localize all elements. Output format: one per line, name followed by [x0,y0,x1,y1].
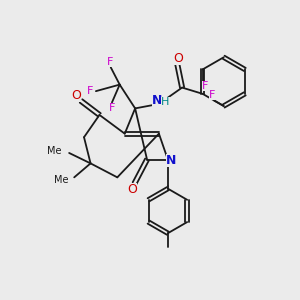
Text: O: O [71,89,81,102]
Text: O: O [173,52,183,65]
Text: N: N [152,94,163,107]
Text: O: O [127,183,137,196]
Text: Me: Me [47,146,62,156]
Text: F: F [110,103,116,113]
Text: H: H [161,97,169,107]
Text: N: N [166,154,177,167]
Text: F: F [87,85,94,96]
Text: F: F [202,81,208,91]
Text: Me: Me [54,175,68,185]
Text: F: F [209,90,215,100]
Text: F: F [107,57,113,67]
